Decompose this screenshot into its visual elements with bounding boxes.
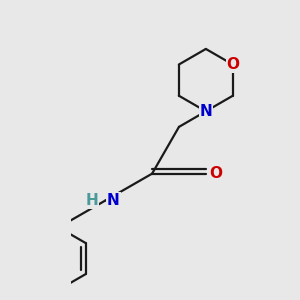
- Text: N: N: [107, 193, 120, 208]
- Text: H: H: [85, 193, 98, 208]
- Text: O: O: [226, 57, 239, 72]
- Text: O: O: [209, 166, 222, 181]
- Text: N: N: [200, 104, 212, 119]
